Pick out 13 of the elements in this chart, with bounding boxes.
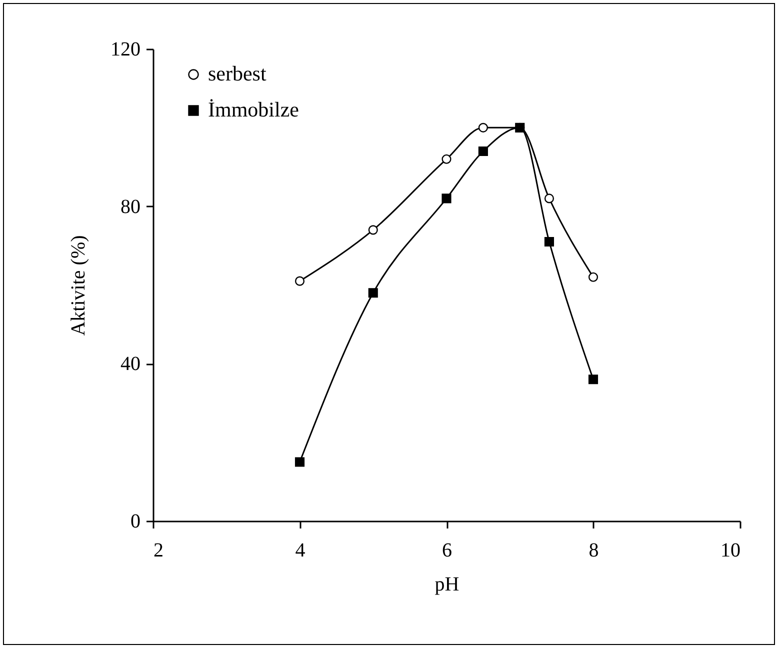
x-axis-title: pH — [434, 574, 460, 596]
y-tick-label: 0 — [130, 510, 140, 532]
legend-label: İmmobilze — [208, 98, 299, 122]
x-tick-label: 8 — [588, 540, 599, 562]
x-tick-label: 4 — [295, 540, 306, 562]
legend-label: serbest — [208, 62, 266, 86]
x-tick-label: 6 — [442, 540, 452, 562]
x-tick-label: 10 — [720, 540, 740, 562]
y-tick-label: 80 — [120, 196, 140, 218]
y-tick-label: 120 — [110, 38, 140, 60]
x-tick-label: 2 — [154, 540, 164, 562]
y-axis-title: Aktivite (%) — [68, 235, 90, 336]
y-tick-label: 40 — [120, 353, 140, 376]
